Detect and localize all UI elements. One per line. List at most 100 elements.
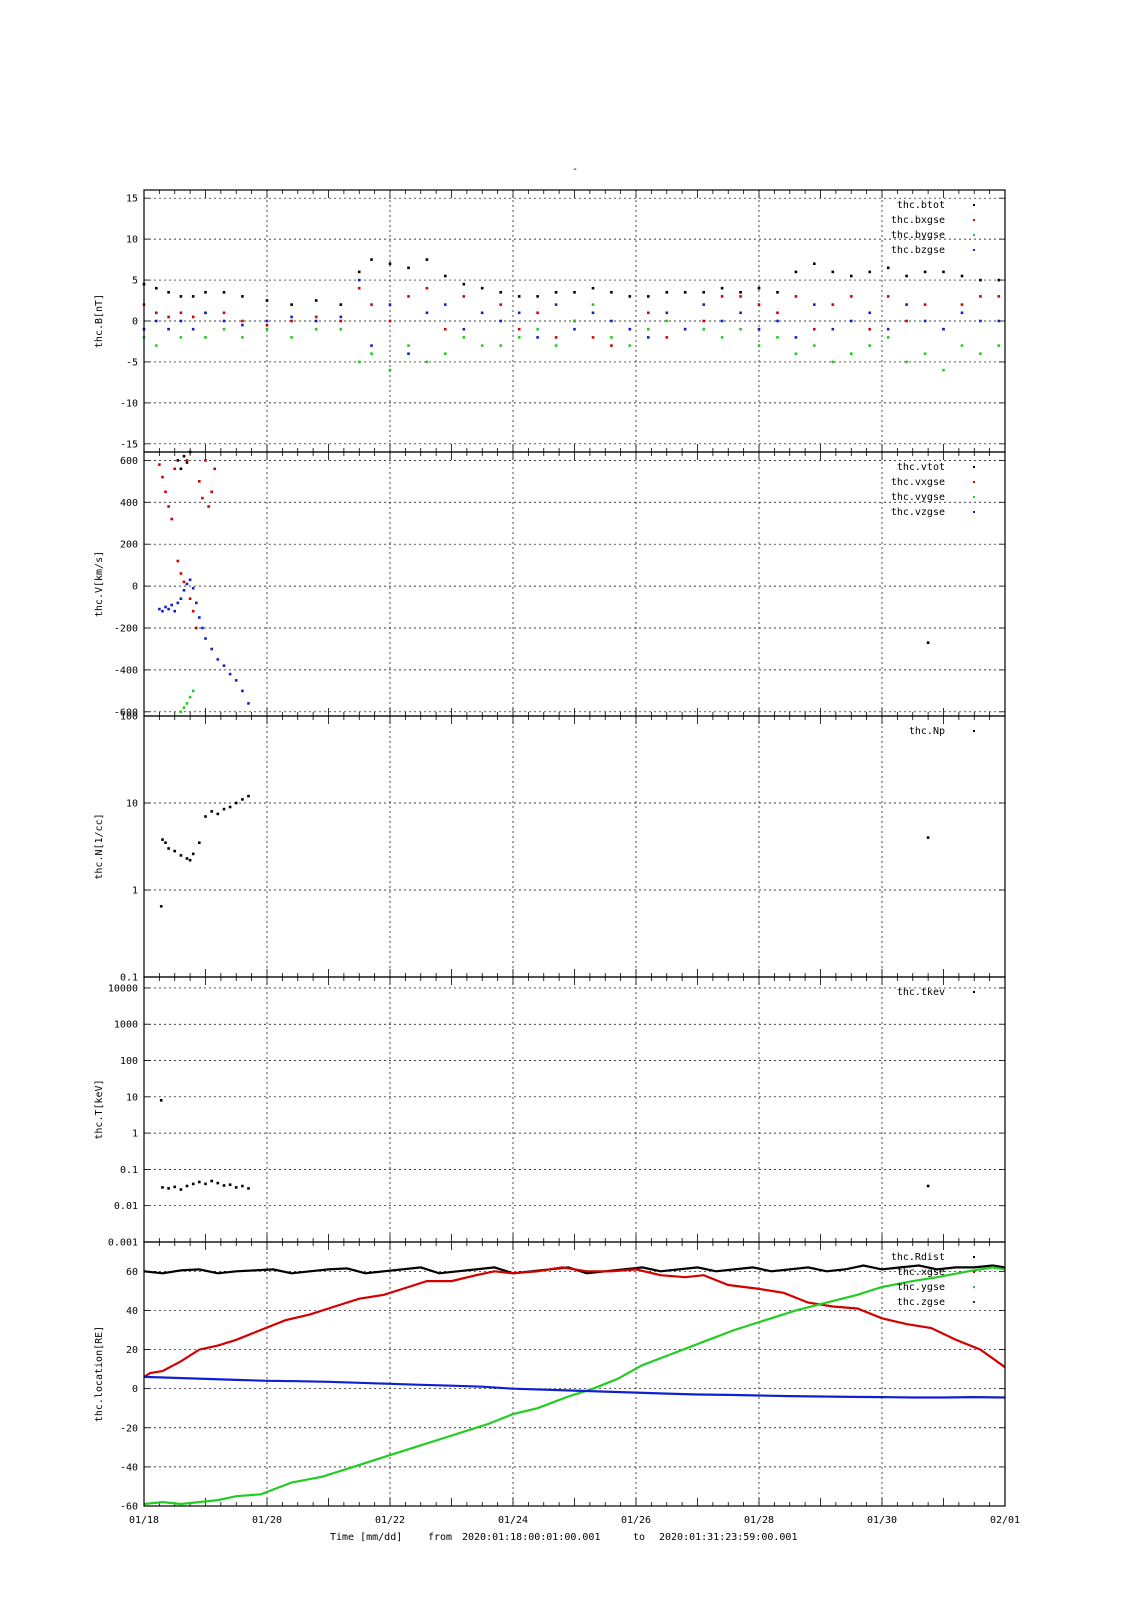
legend-marker [973, 249, 975, 251]
y-tick-label: -15 [120, 439, 138, 450]
series-4 [143, 1375, 1006, 1399]
y-tick-label: 15 [126, 194, 138, 205]
data-point [357, 286, 361, 290]
data-point [228, 805, 232, 809]
data-point [173, 1185, 176, 1189]
data-point [191, 689, 195, 693]
y-tick-label: -20 [120, 1423, 138, 1434]
to-label: to [633, 1532, 645, 1543]
data-point [407, 295, 410, 298]
data-point [720, 336, 724, 339]
y-tick-label: 200 [120, 540, 138, 551]
data-point [179, 311, 183, 315]
data-point [926, 641, 930, 644]
data-point [314, 327, 318, 331]
data-point [210, 490, 213, 494]
legend-label: thc.zgse [897, 1297, 945, 1308]
legend-marker [973, 1271, 975, 1273]
data-point [683, 327, 687, 331]
data-point [159, 905, 163, 908]
legend-label: thc.Np [909, 726, 945, 737]
data-point [247, 702, 250, 705]
legend-label: thc.ygse [897, 1282, 945, 1293]
legend-marker [973, 204, 975, 206]
data-point [868, 311, 871, 315]
data-point [158, 607, 161, 611]
data-point [794, 352, 798, 355]
data-point [164, 605, 167, 609]
y-tick-label: 1 [132, 1129, 138, 1140]
data-point [164, 841, 167, 844]
data-point [182, 454, 186, 458]
data-point [813, 327, 816, 331]
legend-label: thc.vxgse [891, 477, 945, 488]
legend-label: thc.vtot [897, 462, 945, 473]
data-point [204, 815, 207, 818]
series-3 [142, 303, 1001, 372]
data-point [265, 299, 269, 302]
data-point [536, 311, 539, 315]
y-tick-label: 60 [126, 1267, 138, 1278]
series-2 [142, 286, 1001, 347]
data-point [757, 303, 761, 306]
y-tick-label: -10 [120, 398, 138, 409]
series-line [143, 1375, 1006, 1399]
data-point [370, 258, 373, 261]
legend-label: thc.bygse [891, 230, 945, 241]
data-point [155, 311, 158, 315]
data-point [179, 572, 183, 575]
y-tick-label: -200 [114, 624, 138, 635]
y-tick-label: 10 [126, 799, 138, 810]
data-point [191, 295, 195, 298]
data-point [776, 311, 779, 315]
data-point [813, 344, 816, 347]
data-point [850, 274, 853, 278]
data-point [610, 344, 613, 347]
series-1 [176, 450, 930, 644]
data-point [314, 315, 318, 319]
y-tick-label: 1 [132, 886, 138, 897]
y-axis-label: thc.N[1/cc] [94, 813, 105, 879]
data-point [155, 344, 158, 347]
data-point [776, 336, 779, 339]
data-point [739, 291, 742, 294]
data-point [167, 505, 170, 508]
data-point [176, 559, 180, 563]
data-point [573, 319, 576, 323]
data-point [647, 336, 650, 339]
data-point [591, 311, 595, 315]
series-4 [158, 578, 250, 705]
data-point [388, 303, 392, 306]
data-point [536, 336, 539, 339]
data-point [499, 344, 502, 347]
data-point [155, 319, 158, 323]
data-point [170, 517, 173, 521]
y-tick-label: -60 [120, 1502, 138, 1513]
legend-label: thc.bxgse [891, 215, 945, 226]
data-point [204, 336, 207, 339]
y-tick-label: -5 [126, 357, 138, 368]
data-point [204, 1182, 207, 1186]
data-point [188, 695, 192, 699]
data-point [185, 702, 189, 705]
data-point [794, 336, 798, 339]
data-point [173, 849, 176, 853]
data-point [216, 1181, 220, 1185]
data-point [610, 319, 613, 323]
data-point [234, 801, 238, 805]
time-axis-label: Time [mm/dd] [330, 1532, 402, 1543]
data-point [905, 274, 908, 278]
data-point [198, 480, 201, 483]
panel-frame [143, 1241, 1006, 1507]
data-point [536, 327, 539, 331]
data-point [164, 490, 167, 494]
data-point [179, 319, 183, 323]
data-point [979, 278, 982, 282]
x-tick-label: 01/22 [375, 1515, 405, 1526]
data-point [628, 295, 632, 298]
data-point [425, 258, 429, 261]
data-point [241, 319, 244, 323]
y-tick-label: -600 [114, 707, 138, 718]
footer: Time [mm/dd] from 2020:01:18:00:01:00.00… [330, 1532, 797, 1543]
data-point [960, 274, 964, 278]
